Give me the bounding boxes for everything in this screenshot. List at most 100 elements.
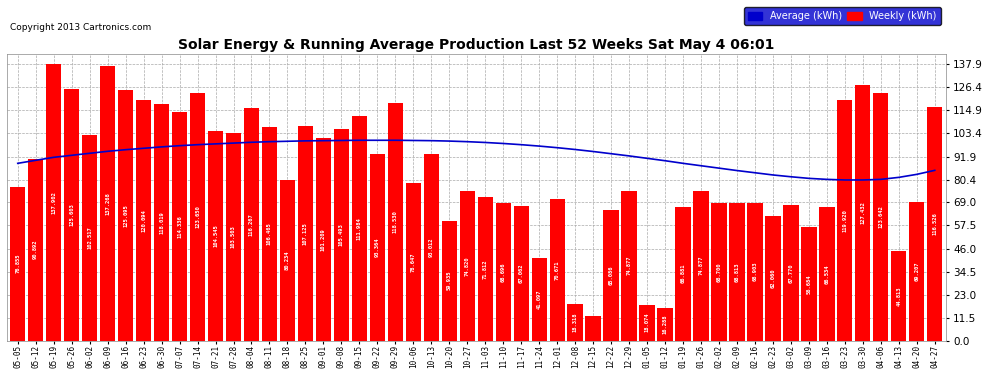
Text: 67.062: 67.062 — [519, 264, 524, 283]
Text: 111.984: 111.984 — [356, 217, 362, 240]
Bar — [604, 210, 619, 341]
Text: 119.920: 119.920 — [842, 209, 847, 232]
Text: 123.642: 123.642 — [878, 206, 883, 228]
Text: 65.086: 65.086 — [609, 266, 614, 285]
Bar — [801, 227, 817, 341]
Bar — [585, 316, 601, 341]
Bar — [855, 85, 870, 341]
Text: 105.493: 105.493 — [339, 224, 344, 246]
Bar — [316, 138, 331, 341]
Bar — [153, 104, 169, 341]
Text: 125.603: 125.603 — [69, 204, 74, 226]
Bar — [100, 66, 115, 341]
Text: 104.545: 104.545 — [213, 225, 218, 248]
Bar — [28, 159, 44, 341]
Bar — [747, 202, 762, 341]
Text: 76.855: 76.855 — [15, 254, 20, 273]
Bar — [298, 126, 313, 341]
Bar — [712, 203, 727, 341]
Text: 41.097: 41.097 — [537, 290, 542, 309]
Text: 66.534: 66.534 — [825, 264, 830, 284]
Bar — [82, 135, 97, 341]
Bar — [532, 258, 546, 341]
Bar — [838, 100, 852, 341]
Bar — [640, 304, 654, 341]
Text: 59.935: 59.935 — [446, 271, 451, 290]
Text: 74.877: 74.877 — [627, 256, 632, 276]
Bar — [622, 190, 637, 341]
Bar — [765, 216, 780, 341]
Text: 70.671: 70.671 — [554, 260, 559, 280]
Bar — [693, 190, 709, 341]
Text: 62.060: 62.060 — [770, 269, 775, 288]
Legend: Average (kWh), Weekly (kWh): Average (kWh), Weekly (kWh) — [743, 7, 940, 25]
Bar — [64, 89, 79, 341]
Text: 107.125: 107.125 — [303, 222, 308, 245]
Text: 16.288: 16.288 — [662, 315, 667, 334]
Bar — [567, 304, 583, 341]
Text: 69.207: 69.207 — [915, 262, 920, 281]
Bar — [406, 183, 421, 341]
Text: 114.336: 114.336 — [177, 215, 182, 237]
Text: 93.012: 93.012 — [429, 238, 434, 257]
Bar — [208, 131, 223, 341]
Bar — [496, 203, 511, 341]
Text: 68.696: 68.696 — [501, 262, 506, 282]
Text: 68.903: 68.903 — [752, 262, 757, 282]
Text: Copyright 2013 Cartronics.com: Copyright 2013 Cartronics.com — [10, 23, 151, 32]
Bar — [47, 64, 61, 341]
Text: 74.877: 74.877 — [699, 256, 704, 276]
Bar — [891, 251, 907, 341]
Text: 74.820: 74.820 — [464, 256, 469, 276]
Text: 137.902: 137.902 — [51, 191, 56, 214]
Text: 102.517: 102.517 — [87, 226, 92, 249]
Bar — [190, 93, 205, 341]
Bar — [226, 133, 242, 341]
Text: 56.684: 56.684 — [807, 274, 812, 294]
Bar — [514, 206, 529, 341]
Bar — [657, 308, 672, 341]
Text: 78.647: 78.647 — [411, 252, 416, 272]
Bar — [927, 107, 942, 341]
Bar — [675, 207, 691, 341]
Bar — [909, 202, 925, 341]
Text: 106.465: 106.465 — [267, 223, 272, 245]
Text: 123.650: 123.650 — [195, 206, 200, 228]
Bar — [730, 203, 744, 341]
Bar — [172, 111, 187, 341]
Text: 93.364: 93.364 — [375, 237, 380, 257]
Bar — [873, 93, 888, 341]
Bar — [424, 154, 439, 341]
Text: 125.095: 125.095 — [123, 204, 128, 227]
Bar — [118, 90, 134, 341]
Bar — [261, 127, 277, 341]
Text: 103.503: 103.503 — [231, 226, 236, 248]
Text: 101.209: 101.209 — [321, 228, 326, 251]
Bar — [477, 197, 493, 341]
Text: 127.432: 127.432 — [860, 202, 865, 224]
Text: 116.267: 116.267 — [248, 213, 254, 236]
Text: 44.813: 44.813 — [896, 286, 901, 306]
Bar — [369, 154, 385, 341]
Text: 67.770: 67.770 — [788, 263, 793, 283]
Text: 118.530: 118.530 — [393, 211, 398, 233]
Text: 68.700: 68.700 — [717, 262, 722, 282]
Text: 120.094: 120.094 — [142, 209, 147, 232]
Bar — [442, 220, 457, 341]
Text: 90.892: 90.892 — [34, 240, 39, 260]
Text: 118.019: 118.019 — [159, 211, 164, 234]
Bar — [136, 100, 151, 341]
Text: 116.526: 116.526 — [933, 213, 938, 236]
Text: 66.881: 66.881 — [680, 264, 685, 284]
Text: 18.074: 18.074 — [644, 313, 649, 332]
Bar — [820, 207, 835, 341]
Bar — [280, 180, 295, 341]
Bar — [334, 129, 349, 341]
Bar — [244, 108, 259, 341]
Bar — [10, 187, 26, 341]
Bar — [388, 103, 403, 341]
Bar — [351, 116, 367, 341]
Text: 137.268: 137.268 — [105, 192, 110, 214]
Text: 68.813: 68.813 — [735, 262, 740, 282]
Bar — [549, 199, 565, 341]
